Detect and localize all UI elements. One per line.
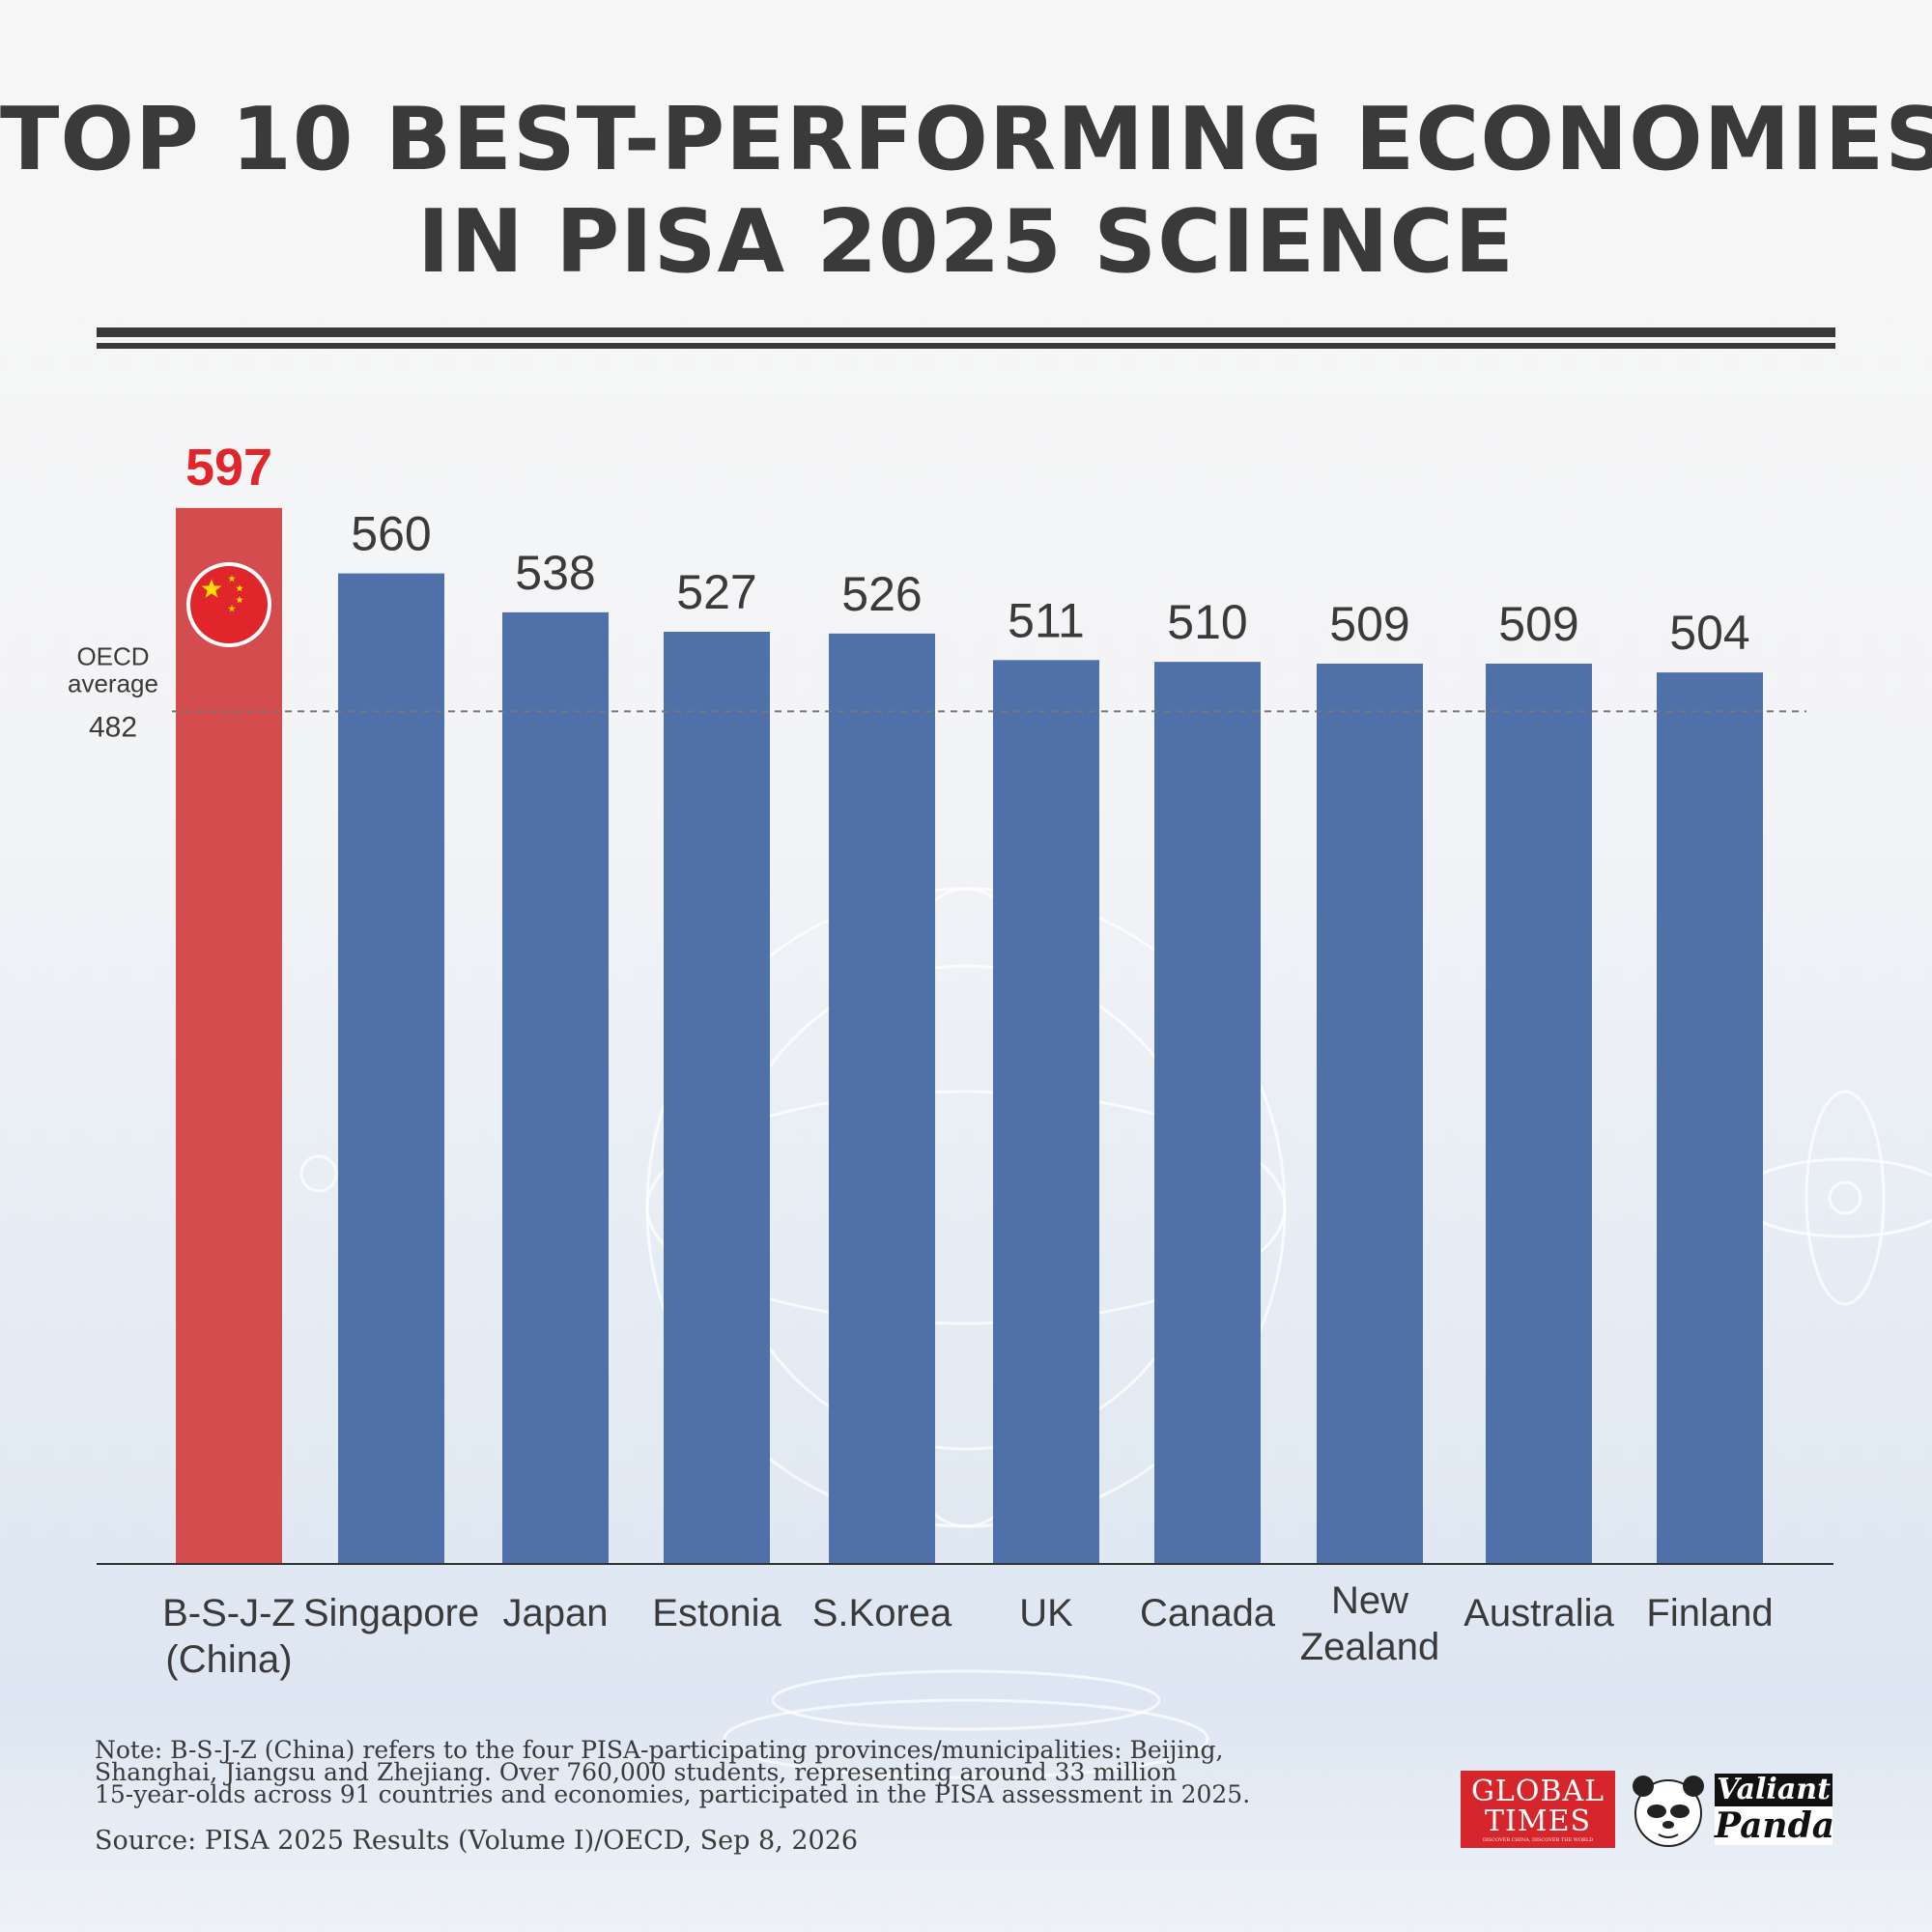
data-label: 510 (1167, 595, 1247, 649)
data-label: 504 (1669, 606, 1749, 660)
footnote: Note: B-S-J-Z (China) refers to the four… (95, 1736, 1350, 1808)
data-label: 526 (841, 567, 922, 621)
bar (1317, 663, 1423, 1564)
category-label: Japan (503, 1592, 609, 1634)
panda-icon (1633, 1776, 1704, 1847)
bar (993, 660, 1099, 1564)
oecd-label-line-2: average (68, 668, 158, 697)
data-label: 597 (185, 439, 272, 497)
category-label: Singapore (303, 1592, 479, 1634)
china-flag-icon (186, 562, 271, 647)
flag-star-small (228, 575, 236, 582)
data-label: 527 (676, 565, 756, 619)
footnote-line-1: Note: B-S-J-Z (China) refers to the four… (95, 1736, 1224, 1764)
oecd-average-value: 482 (89, 711, 137, 743)
data-label: 509 (1498, 597, 1578, 651)
source-text: Source: PISA 2025 Results (Volume I)/OEC… (95, 1826, 859, 1856)
global-times-logo: GLOBAL TIMES DISCOVER CHINA, DISCOVER TH… (1461, 1771, 1615, 1848)
flag-star-small (228, 605, 236, 612)
global-times-logo-tagline: DISCOVER CHINA, DISCOVER THE WORLD (1482, 1837, 1594, 1843)
flag-star-small (236, 584, 243, 592)
valiant-panda-logo-line-1: Valiant (1715, 1774, 1833, 1806)
title-line-1: TOP 10 BEST-PERFORMING ECONOMIES (0, 89, 1932, 190)
bar (1486, 663, 1592, 1564)
footnote-line-2: Shanghai, Jiangsu and Zhejiang. Over 760… (95, 1758, 1178, 1786)
valiant-panda-logo-line-2: Panda (1715, 1805, 1835, 1846)
chart-title: TOP 10 BEST-PERFORMING ECONOMIES IN PISA… (0, 89, 1932, 294)
category-label: New (1331, 1579, 1408, 1622)
flag-star-small (236, 596, 243, 604)
category-label: Australia (1463, 1592, 1614, 1634)
footnote-line-3: 15-year-olds across 91 countries and eco… (95, 1780, 1251, 1808)
title-rule-thick (97, 327, 1835, 337)
oecd-label-line-1: OECD (76, 641, 149, 670)
global-times-logo-line-2: TIMES (1484, 1804, 1592, 1838)
category-label: S.Korea (812, 1592, 952, 1634)
category-label: B-S-J-Z (162, 1592, 296, 1634)
category-label: Canada (1140, 1592, 1276, 1634)
data-label: 511 (1008, 593, 1085, 647)
flag-star-large (201, 579, 222, 598)
data-label: 560 (351, 507, 431, 561)
bar (1154, 662, 1261, 1564)
bar (1657, 672, 1763, 1564)
bar (502, 611, 609, 1564)
data-label: 538 (515, 546, 595, 600)
bar (829, 633, 935, 1564)
category-label: Finland (1646, 1592, 1773, 1634)
global-times-logo-line-1: GLOBAL (1470, 1775, 1605, 1808)
bar (176, 507, 282, 1565)
title-rule-thin (97, 343, 1835, 349)
bar (664, 632, 770, 1564)
data-label: 509 (1329, 597, 1409, 651)
bar (338, 573, 444, 1564)
category-label: Zealand (1300, 1626, 1440, 1668)
category-label: (China) (165, 1638, 292, 1681)
title-line-2: IN PISA 2025 SCIENCE (417, 191, 1515, 293)
category-label: Estonia (652, 1592, 781, 1634)
category-label: UK (1019, 1592, 1073, 1634)
